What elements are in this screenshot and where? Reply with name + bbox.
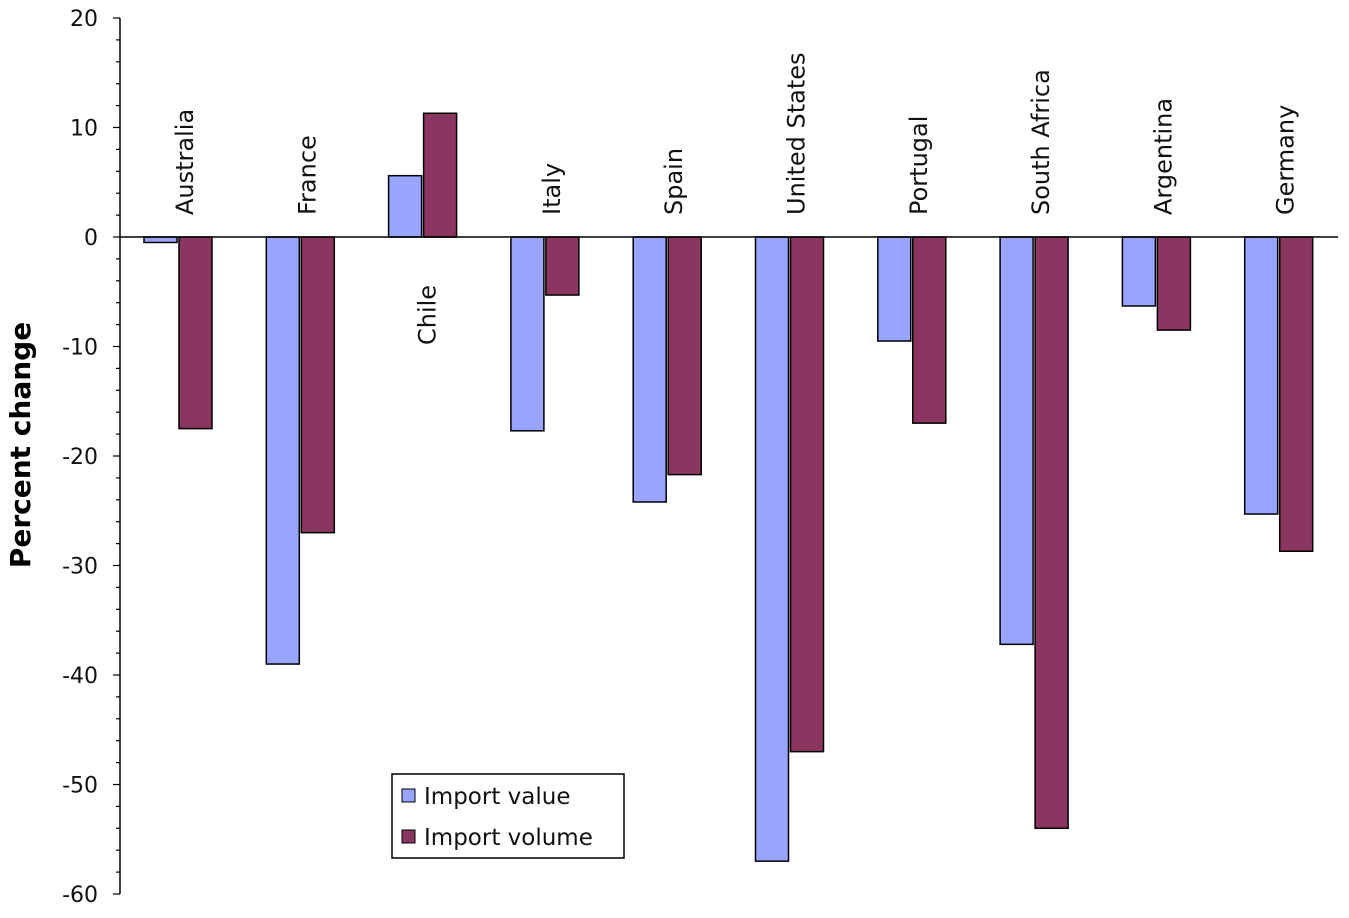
category-label-text: Australia [171,109,199,215]
bar-argentina-import-value [1121,236,1157,307]
legend-label-import-volume: Import volume [424,825,593,851]
y-tick-label: -60 [62,883,98,908]
category-label-text: United States [783,52,811,215]
bar-australia-import-volume [178,236,213,430]
category-label-background [291,131,324,219]
bar-chile-import-value [387,174,423,238]
y-tick-label: -40 [62,664,98,689]
category-label-background [169,104,201,219]
legend-box [391,773,625,859]
bars-layer [143,112,1314,862]
bar-united-states-import-volume [789,236,825,753]
category-label-france: France [291,131,324,219]
category-label-australia: Australia [169,104,201,219]
bar-south-africa-import-volume [1034,236,1069,830]
category-label-text: France [293,135,321,215]
bar-united-states-import-value [754,236,790,862]
category-label-background [411,280,444,349]
category-label-text: Chile [414,285,442,345]
category-label-portugal: Portugal [902,111,935,219]
y-tick-label: -50 [62,774,98,799]
category-label-spain: Spain [658,143,691,219]
y-tick-label: -30 [62,555,98,580]
category-label-background [658,143,691,219]
bar-portugal-import-value [877,236,912,342]
category-label-text: Germany [1272,105,1300,215]
bar-australia-import-value [143,236,178,244]
category-label-italy: Italy [535,158,568,219]
category-label-background [1025,65,1058,219]
category-label-text: Spain [660,148,688,215]
category-label-germany: Germany [1269,100,1302,219]
category-label-text: South Africa [1027,69,1055,215]
bar-france-import-volume [300,236,336,534]
y-axis: 20 10 0 -10 -20 -30 -40 -50 -60 [62,7,1338,908]
bar-france-import-value [265,236,301,665]
bar-argentina-import-volume [1156,236,1192,331]
bar-italy-import-value [510,236,545,432]
bar-chile-import-volume [422,112,458,238]
bar-south-africa-import-value [999,236,1034,646]
category-label-background [1147,93,1180,219]
category-label-background [535,158,568,219]
bar-germany-import-value [1243,236,1279,515]
bar-italy-import-volume [545,236,580,296]
bar-spain-import-value [632,236,667,503]
category-label-text: Italy [538,163,566,215]
bar-germany-import-volume [1278,236,1314,553]
category-label-text: Portugal [905,116,933,215]
category-label-argentina: Argentina [1147,93,1180,219]
category-label-background [780,48,813,219]
category-label-south-africa: South Africa [1025,65,1058,219]
category-label-background [902,111,935,219]
y-tick-label: -20 [62,445,98,470]
y-tick-label: 20 [70,7,98,32]
legend-label-import-value: Import value [424,784,570,810]
y-tick-label: -10 [62,336,98,361]
legend: Import value Import volume [391,773,625,859]
category-label-text: Argentina [1149,98,1177,215]
category-label-background [1269,100,1302,219]
category-label-chile: Chile [411,280,444,349]
y-tick-label: 10 [70,117,98,142]
category-label-united-states: United States [780,48,813,219]
category-labels: Australia France Chile Italy Spain United Sta… [169,48,1302,349]
bar-portugal-import-volume [912,236,947,424]
bar-spain-import-volume [667,236,702,476]
legend-swatch-import-value [401,788,416,803]
y-axis-title: Percent change [4,322,37,568]
legend-swatch-import-volume [401,829,416,844]
y-tick-label: 0 [84,226,98,251]
